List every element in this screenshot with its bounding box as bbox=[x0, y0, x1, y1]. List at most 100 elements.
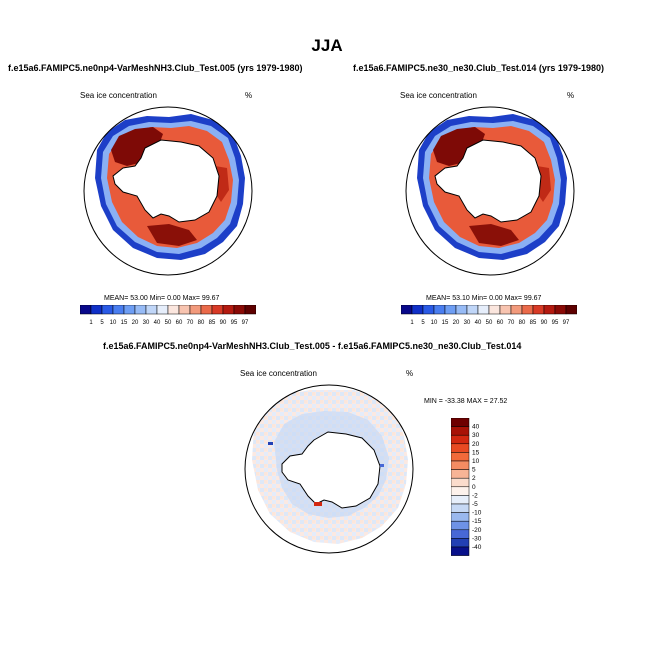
panel2-antarctica bbox=[434, 139, 542, 223]
panel1-colorbar-tick-label: 70 bbox=[187, 320, 194, 326]
panel2-map-svg bbox=[405, 106, 575, 276]
panel2-colorbar-svg: 1 5 10 15 20 30 40 50 60 70 80 85 90 95 97 bbox=[400, 304, 578, 326]
panel1-colorbar-swatch bbox=[178, 304, 191, 315]
panel1-colorbar-tick-label: 10 bbox=[110, 320, 117, 326]
panel1-min-label: Min= bbox=[149, 295, 166, 302]
panel1-colorbar-swatch bbox=[167, 304, 180, 315]
panel3-colorbar-swatch bbox=[450, 452, 470, 462]
panel2-colorbar-tick-label: 5 bbox=[421, 320, 425, 326]
panel3-colorbar-swatch bbox=[450, 546, 470, 556]
panel1-colorbar-swatch bbox=[211, 304, 224, 315]
panel1-colorbar-swatch bbox=[189, 304, 202, 315]
panel3-colorbar-tick-label: 15 bbox=[472, 449, 480, 456]
panel2-min-value: 0.00 bbox=[489, 295, 503, 302]
panel2-colorbar-tick-label: 97 bbox=[563, 320, 570, 326]
panel3-colorbar-tick-label: -30 bbox=[472, 535, 482, 542]
panel3-colorbar-tick-label: -20 bbox=[472, 527, 482, 534]
panel1-colorbar-swatch bbox=[200, 304, 213, 315]
panel3-min-value: -33.38 bbox=[444, 398, 465, 405]
panel3-colorbar-tick-label: 10 bbox=[472, 458, 480, 465]
panel1-colorbar-swatch bbox=[233, 304, 246, 315]
panel2-colorbar-swatch bbox=[400, 304, 413, 315]
panel2-colorbar-swatch bbox=[565, 304, 578, 315]
panel2-colorbar-tick-label: 10 bbox=[431, 320, 438, 326]
panel3-colorbar-swatch bbox=[450, 443, 470, 453]
panel1-colorbar-tick-label: 40 bbox=[154, 320, 161, 326]
panel1-colorbar-tick-label: 5 bbox=[100, 320, 104, 326]
panel1-antarctica bbox=[112, 139, 220, 223]
panel1-colorbar-svg: 1 5 10 15 20 30 40 50 60 70 80 85 90 95 97 bbox=[79, 304, 257, 326]
panel2-colorbar-swatch bbox=[510, 304, 523, 315]
panel1-ice-max-ross bbox=[147, 224, 197, 246]
panel3-title: f.e15a6.FAMIPC5.ne0np4-VarMeshNH3.Club_T… bbox=[103, 341, 522, 351]
panel3-stats: MIN = -33.38 MAX = 27.52 bbox=[424, 398, 507, 405]
panel1-units: % bbox=[245, 91, 253, 100]
panel2-colorbar-tick-label: 30 bbox=[464, 320, 471, 326]
panel2-variable: Sea ice concentration bbox=[400, 91, 477, 100]
panel1-map-svg bbox=[83, 106, 253, 276]
panel2-colorbar-swatch bbox=[521, 304, 534, 315]
panel2-colorbar-tick-label: 85 bbox=[530, 320, 537, 326]
panel1-colorbar-swatch bbox=[222, 304, 235, 315]
panel2-colorbar-tick-label: 70 bbox=[508, 320, 515, 326]
panel2-colorbar-swatch bbox=[488, 304, 501, 315]
panel2-colorbar-tick-label: 1 bbox=[410, 320, 414, 326]
panel1-colorbar-swatch bbox=[90, 304, 103, 315]
panel3-variable: Sea ice concentration bbox=[240, 369, 317, 378]
panel1-map bbox=[83, 106, 253, 281]
panel1-stats: MEAN= 53.00 Min= 0.00 Max= 99.67 bbox=[104, 295, 219, 302]
panel2-colorbar-swatch bbox=[455, 304, 468, 315]
panel3-colorbar-tick-label: 2 bbox=[472, 475, 476, 482]
panel1-colorbar-tick-label: 20 bbox=[132, 320, 139, 326]
panel1-colorbar-swatch bbox=[123, 304, 136, 315]
panel3-diff-coldspot bbox=[268, 442, 273, 445]
panel1-colorbar-swatch bbox=[101, 304, 114, 315]
panel3-colorbar-tick-label: 0 bbox=[472, 484, 476, 491]
panel1-colorbar-swatch bbox=[112, 304, 125, 315]
panel2-units: % bbox=[567, 91, 575, 100]
panel3-colorbar-swatch bbox=[450, 538, 470, 548]
panel3-colorbar-swatch bbox=[450, 486, 470, 496]
panel3-map bbox=[244, 384, 414, 559]
panel3-colorbar-swatch bbox=[450, 460, 470, 470]
panel2-colorbar-tick-label: 20 bbox=[453, 320, 460, 326]
panel1-colorbar-tick-label: 15 bbox=[121, 320, 128, 326]
panel3-units: % bbox=[406, 369, 414, 378]
panel2-colorbar-tick-label: 60 bbox=[497, 320, 504, 326]
panel2-colorbar-swatch bbox=[477, 304, 490, 315]
panel2-ice-max-ross bbox=[469, 224, 519, 246]
panel3-colorbar-tick-label: -15 bbox=[472, 518, 482, 525]
panel3-colorbar-tick-label: 5 bbox=[472, 467, 476, 474]
panel1-mean-value: 53.00 bbox=[130, 295, 148, 302]
panel3-colorbar-swatch bbox=[450, 426, 470, 436]
panel3-colorbar-swatch bbox=[450, 434, 470, 445]
panel1-colorbar-swatch bbox=[134, 304, 147, 315]
panel2-max-value: 99.67 bbox=[523, 295, 542, 302]
panel1-colorbar-tick-label: 97 bbox=[242, 320, 249, 326]
panel1-max-value: 99.67 bbox=[201, 295, 220, 302]
panel1-ice-max-weddell bbox=[111, 127, 163, 166]
panel3-colorbar-swatch bbox=[450, 529, 470, 539]
panel1-mean-label: MEAN= bbox=[104, 295, 129, 302]
panel2-colorbar-tick-label: 90 bbox=[541, 320, 548, 326]
panel2-colorbar-swatch bbox=[499, 304, 512, 315]
panel1-variable: Sea ice concentration bbox=[80, 91, 157, 100]
panel2-mean-label: MEAN= bbox=[426, 295, 451, 302]
panel2-max-label: Max= bbox=[504, 295, 522, 302]
panel1-colorbar-tick-label: 50 bbox=[165, 320, 172, 326]
panel1-colorbar-swatch bbox=[79, 304, 92, 315]
panel3-colorbar-tick-label: 30 bbox=[472, 432, 480, 439]
panel3-max-value: 27.52 bbox=[489, 398, 508, 405]
panel2-mean-value: 53.10 bbox=[452, 295, 470, 302]
panel3-max-label: MAX = bbox=[466, 398, 488, 405]
panel2-colorbar-swatch bbox=[422, 304, 435, 315]
panel3-colorbar-tick-label: -10 bbox=[472, 510, 482, 517]
panel3-colorbar-swatch bbox=[450, 503, 470, 513]
panel3-colorbar-swatch bbox=[450, 417, 470, 427]
panel3-colorbar-tick-label: -2 bbox=[472, 492, 478, 499]
panel2-title: f.e15a6.FAMIPC5.ne30_ne30.Club_Test.014 … bbox=[353, 63, 604, 73]
panel2-colorbar-tick-label: 15 bbox=[442, 320, 449, 326]
panel1-colorbar-tick-label: 60 bbox=[176, 320, 183, 326]
panel2-colorbar-swatch bbox=[466, 304, 479, 315]
